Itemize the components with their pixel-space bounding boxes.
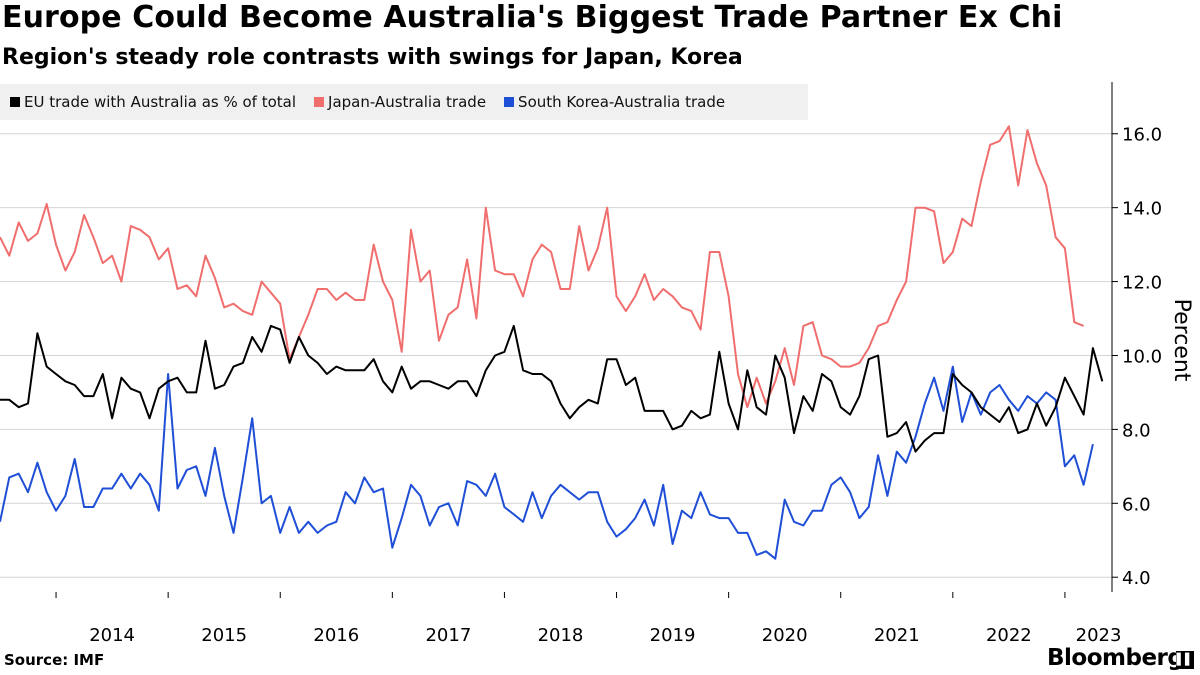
x-tick-label: 2018: [538, 625, 584, 646]
legend-swatch-eu: [10, 97, 20, 107]
y-tick-label: 4.0: [1122, 568, 1151, 589]
series-line-korea: [0, 365, 1094, 560]
bloomberg-mark-icon: ▌▌: [1176, 651, 1194, 669]
legend-label-korea: South Korea-Australia trade: [518, 93, 726, 111]
x-tick-label: 2021: [874, 625, 920, 646]
x-tick-label: 2023: [1076, 625, 1122, 646]
y-tick-label: 6.0: [1122, 494, 1151, 515]
chart-title: Europe Could Become Australia's Biggest …: [2, 0, 1063, 35]
source-note: Source: IMF: [4, 651, 105, 669]
legend-swatch-japan: [314, 97, 325, 107]
legend-item-japan: Japan-Australia trade: [314, 93, 486, 111]
legend-swatch-korea: [504, 97, 515, 107]
bloomberg-logo: Bloomberg: [1047, 645, 1184, 671]
legend-label-japan: Japan-Australia trade: [328, 93, 487, 111]
series-line-eu: [0, 324, 1104, 453]
y-tick-label: 12.0: [1122, 273, 1162, 294]
x-tick-label: 2016: [313, 625, 359, 646]
y-axis-label: Percent: [1169, 299, 1194, 382]
x-tick-label: 2020: [762, 625, 808, 646]
y-tick-label: 16.0: [1122, 125, 1162, 146]
x-tick-label: 2014: [89, 625, 135, 646]
y-tick-label: 10.0: [1122, 346, 1162, 367]
legend-label-eu: EU trade with Australia as % of total: [24, 93, 297, 111]
series-line-japan: [0, 125, 1084, 409]
y-tick-label: 14.0: [1122, 199, 1162, 220]
x-tick-label: 2019: [650, 625, 696, 646]
x-tick-label: 2022: [986, 625, 1032, 646]
chart-legend: EU trade with Australia as % of total Ja…: [0, 84, 808, 120]
legend-item-korea: South Korea-Australia trade: [504, 93, 725, 111]
x-tick-label: 2017: [425, 625, 471, 646]
x-tick-label: 2015: [201, 625, 247, 646]
legend-item-eu: EU trade with Australia as % of total: [10, 93, 296, 111]
chart-subtitle: Region's steady role contrasts with swin…: [2, 45, 743, 70]
y-tick-label: 8.0: [1122, 420, 1151, 441]
